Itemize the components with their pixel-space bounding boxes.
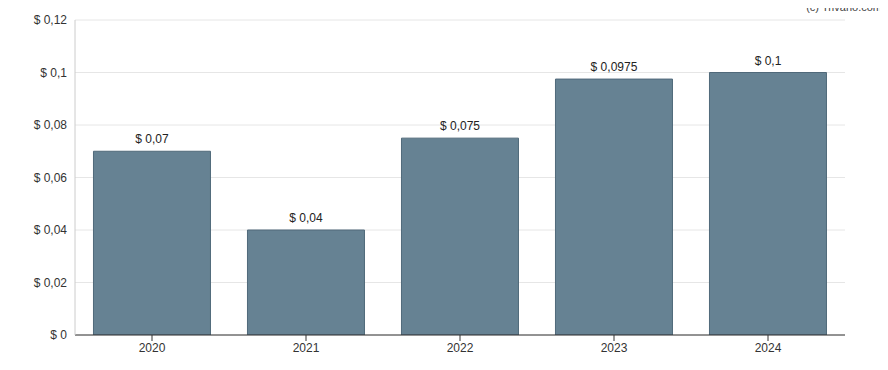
svg-text:$ 0,08: $ 0,08 xyxy=(34,118,68,132)
svg-text:$ 0,12: $ 0,12 xyxy=(34,13,68,27)
svg-text:2021: 2021 xyxy=(293,341,320,355)
svg-text:$ 0,02: $ 0,02 xyxy=(34,276,68,290)
svg-text:$ 0,04: $ 0,04 xyxy=(289,211,323,225)
svg-text:$ 0,075: $ 0,075 xyxy=(440,119,480,133)
svg-text:2024: 2024 xyxy=(755,341,782,355)
svg-text:$ 0,04: $ 0,04 xyxy=(34,223,68,237)
svg-text:$ 0,1: $ 0,1 xyxy=(40,66,67,80)
html-text:(c) Trivano.com: (c) Trivano.com xyxy=(806,1,882,13)
svg-text:2020: 2020 xyxy=(139,341,166,355)
svg-text:2022: 2022 xyxy=(447,341,474,355)
svg-text:$ 0,1: $ 0,1 xyxy=(755,54,782,68)
svg-text:$ 0,0975: $ 0,0975 xyxy=(591,60,638,74)
svg-text:$ 0,06: $ 0,06 xyxy=(34,171,68,185)
svg-text:2023: 2023 xyxy=(601,341,628,355)
svg-text:$ 0: $ 0 xyxy=(50,328,67,342)
svg-text:$ 0,07: $ 0,07 xyxy=(135,132,169,146)
